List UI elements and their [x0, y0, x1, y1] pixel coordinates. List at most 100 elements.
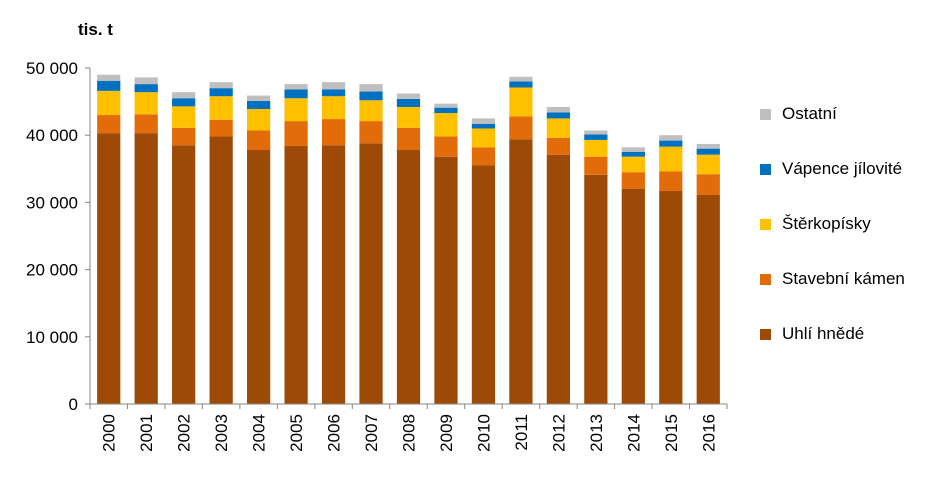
- bar-segment-2000-s0: [97, 133, 121, 404]
- bar-segment-2004-s1: [247, 130, 271, 150]
- bar-segment-2006-s1: [321, 119, 346, 146]
- bar-segment-2014-s0: [621, 188, 645, 404]
- bar-segment-2010-s4: [471, 118, 496, 124]
- bars-layer: [97, 74, 720, 405]
- bar-segment-2009-s3: [434, 107, 458, 114]
- x-tick-label: 2002: [175, 414, 194, 452]
- bar-segment-2007-s2: [359, 100, 383, 122]
- x-tick-label: 2011: [512, 414, 531, 451]
- bar-segment-2001-s4: [134, 77, 158, 85]
- legend-label: Uhlí hnědé: [782, 324, 865, 343]
- bar-segment-2003-s4: [209, 82, 233, 89]
- bar-segment-2014-s2: [621, 156, 645, 173]
- x-tick-label: 2015: [662, 414, 681, 452]
- bar-segment-2002-s4: [172, 92, 196, 99]
- bar-segment-2002-s2: [172, 106, 196, 128]
- bar-segment-2015-s4: [659, 135, 683, 141]
- bar-segment-2012-s1: [546, 137, 570, 155]
- bar-segment-2007-s0: [359, 143, 383, 404]
- bar-segment-2008-s0: [396, 149, 421, 404]
- bar-segment-2005-s3: [284, 89, 308, 99]
- y-tick-label: 40 000: [26, 126, 78, 145]
- bar-segment-2011-s3: [509, 81, 533, 88]
- legend-swatch: [760, 164, 771, 175]
- axes-layer: 0 10 000 20 000 30 000 40 000 50 000 2000 2001 2…: [26, 59, 728, 452]
- bar-segment-2010-s0: [471, 165, 496, 404]
- x-tick-label: 2006: [325, 414, 344, 452]
- bar-segment-2005-s4: [284, 84, 308, 90]
- x-tick-label: 2000: [100, 414, 119, 452]
- legend-label: Stavební kámen: [782, 269, 905, 288]
- y-tick-label: 10 000: [26, 328, 78, 347]
- legend-swatch: [760, 274, 771, 285]
- x-tick-label: 2004: [250, 414, 269, 452]
- x-tick-label: 2010: [474, 414, 493, 452]
- y-tick-label: 20 000: [26, 261, 78, 280]
- bar-segment-2001-s2: [134, 92, 158, 115]
- bar-segment-2007-s3: [359, 91, 383, 101]
- legend-label: Vápence jílovité: [782, 159, 903, 178]
- bar-segment-2011-s4: [509, 76, 533, 82]
- bar-segment-2012-s4: [546, 106, 570, 113]
- bar-segment-2002-s1: [172, 127, 196, 146]
- bar-segment-2014-s1: [621, 172, 645, 189]
- legend-swatch: [760, 329, 771, 340]
- bar-segment-2003-s0: [209, 136, 233, 405]
- bar-segment-2015-s0: [659, 190, 683, 404]
- bar-segment-2004-s4: [247, 95, 271, 101]
- bar-segment-2008-s1: [396, 127, 421, 150]
- bar-segment-2015-s3: [659, 140, 683, 147]
- bar-segment-2003-s1: [209, 119, 233, 137]
- bar-segment-2011-s1: [509, 116, 533, 140]
- bar-segment-2006-s2: [321, 96, 346, 120]
- x-tick-label: 2003: [212, 414, 231, 452]
- bar-segment-2016-s2: [696, 154, 720, 175]
- y-tick-label: 50 000: [26, 59, 78, 78]
- x-tick-label: 2005: [287, 414, 306, 452]
- bar-segment-2007-s4: [359, 84, 383, 92]
- bar-segment-2016-s1: [696, 174, 720, 196]
- bar-segment-2015-s1: [659, 171, 683, 191]
- bar-segment-2013-s4: [584, 130, 608, 135]
- bar-segment-2001-s1: [134, 114, 158, 134]
- bar-segment-2013-s3: [584, 134, 608, 140]
- bar-segment-2009-s0: [434, 156, 458, 404]
- bar-segment-2012-s3: [546, 112, 570, 119]
- legend-swatch: [760, 109, 771, 120]
- y-tick-label: 0: [69, 395, 78, 414]
- y-tick-label: 30 000: [26, 193, 78, 212]
- legend-label: Ostatní: [782, 104, 837, 123]
- bar-segment-2011-s0: [509, 139, 533, 405]
- bar-segment-2013-s0: [584, 174, 608, 404]
- bar-segment-2004-s0: [247, 149, 271, 404]
- bar-segment-2003-s3: [209, 88, 233, 97]
- x-tick-label: 2014: [624, 414, 643, 452]
- x-tick-label: 2013: [587, 414, 606, 452]
- bar-segment-2012-s0: [546, 154, 570, 404]
- bar-segment-2006-s4: [321, 82, 346, 90]
- bar-segment-2005-s0: [284, 145, 308, 404]
- bar-segment-2012-s2: [546, 118, 570, 138]
- bar-segment-2008-s3: [396, 98, 421, 107]
- bar-segment-2008-s2: [396, 106, 421, 128]
- bar-segment-2002-s3: [172, 98, 196, 107]
- bar-segment-2009-s2: [434, 113, 458, 137]
- x-tick-label: 2001: [137, 414, 156, 452]
- bar-segment-2001-s0: [134, 133, 158, 404]
- bar-segment-2010-s1: [471, 147, 496, 166]
- bar-segment-2013-s2: [584, 139, 608, 157]
- bar-segment-2014-s3: [621, 152, 645, 157]
- bar-segment-2009-s1: [434, 136, 458, 157]
- bar-segment-2006-s0: [321, 145, 346, 404]
- bar-segment-2015-s2: [659, 146, 683, 172]
- bar-segment-2010-s2: [471, 128, 496, 148]
- bar-segment-2010-s3: [471, 123, 496, 129]
- bar-segment-2004-s3: [247, 100, 271, 109]
- bar-segment-2000-s4: [97, 74, 121, 81]
- x-tick-label: 2012: [549, 414, 568, 452]
- bar-segment-2000-s2: [97, 90, 121, 116]
- bar-segment-2003-s2: [209, 96, 233, 120]
- bar-segment-2009-s4: [434, 103, 458, 108]
- bar-segment-2008-s4: [396, 93, 421, 99]
